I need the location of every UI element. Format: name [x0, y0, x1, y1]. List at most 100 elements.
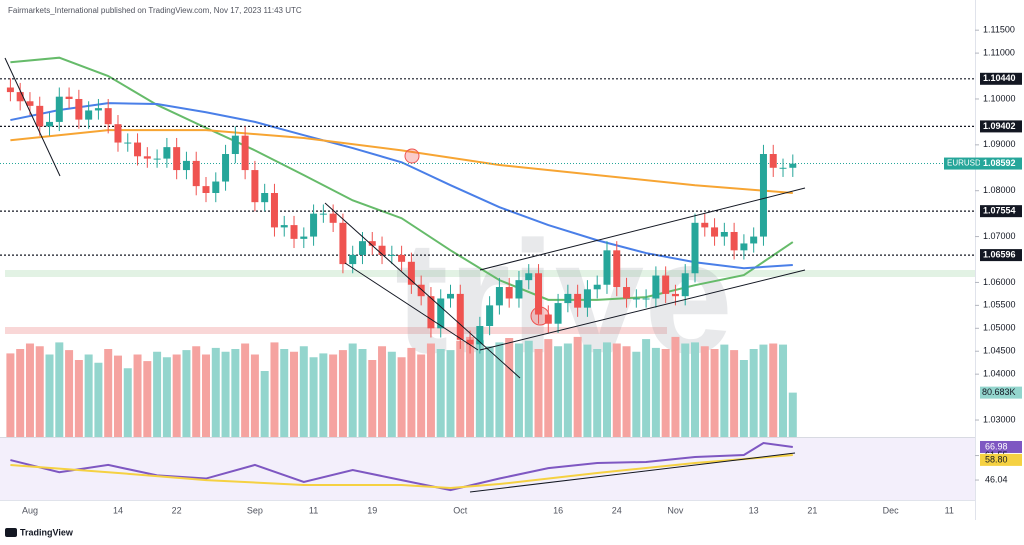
candle-body [583, 289, 591, 308]
candle-body [75, 98, 83, 120]
candle-body [6, 87, 14, 93]
y-tick-label: 1.06000 [983, 277, 1016, 287]
candle-body [319, 213, 327, 215]
drawings [4, 57, 806, 493]
trend-line [324, 202, 521, 379]
candle-body [495, 287, 503, 306]
volume-bar [387, 351, 396, 437]
volume-bar [524, 340, 533, 437]
candle-body [398, 254, 406, 262]
volume-bar [612, 343, 621, 437]
volume-bar [280, 349, 289, 437]
y-tick-label: 1.07000 [983, 231, 1016, 241]
candle-body [466, 339, 474, 345]
candle-body [270, 193, 278, 228]
candle-body [593, 284, 601, 290]
candle-body [310, 213, 318, 237]
y-tick-label: 1.05500 [983, 300, 1016, 310]
candle-body [681, 273, 689, 297]
y-tick-label: 1.08000 [983, 185, 1016, 195]
candle-body [85, 110, 93, 120]
candle-body [486, 305, 494, 327]
rsi-pane [0, 437, 975, 500]
y-tick-label: 1.10000 [983, 93, 1016, 103]
x-tick-label: 11 [309, 505, 318, 515]
candle-body [740, 243, 748, 251]
candle-body [26, 101, 34, 106]
x-tick-label: 11 [945, 505, 954, 515]
candle-body [329, 213, 337, 223]
last-price-box [980, 157, 1022, 170]
level-label: 1.09402 [983, 121, 1016, 131]
level-box [980, 120, 1022, 133]
volume-bar [671, 336, 680, 437]
volume-bar [573, 336, 582, 437]
volume-bar [485, 346, 494, 437]
volume-bar [309, 357, 318, 437]
logo: TradingView [5, 527, 74, 537]
candle-body [55, 96, 63, 122]
volume-bar [436, 349, 445, 437]
candle-body [535, 273, 543, 315]
candle-body [36, 105, 44, 127]
volume-bar [221, 351, 230, 437]
x-tick-label: Aug [22, 505, 38, 515]
volume-bar [602, 342, 611, 437]
candle-body [16, 92, 24, 102]
trend-line [479, 187, 806, 271]
time-axis-border [0, 500, 975, 501]
candle-body [417, 284, 425, 297]
candle-body [300, 236, 308, 239]
rsi-box [980, 440, 1022, 453]
volume-bar [730, 350, 739, 437]
volume-bar [456, 340, 465, 437]
volume-bar [544, 339, 553, 437]
candle-body [358, 241, 366, 255]
candle-body [222, 154, 230, 182]
candle-body [388, 254, 396, 256]
volume-bar [182, 350, 191, 437]
candle-body [750, 236, 758, 244]
marker-circle [530, 306, 550, 326]
candle-body [290, 225, 298, 239]
candle-body [525, 273, 533, 281]
rsi-label: 66.98 [985, 441, 1008, 451]
volume-bar [211, 347, 220, 437]
candle-body [378, 245, 386, 255]
volume-bar [329, 354, 338, 437]
candle-body [564, 293, 572, 304]
candle-body [759, 154, 767, 237]
level-label: 1.06596 [983, 249, 1016, 259]
y-tick-label: 1.04500 [983, 346, 1016, 356]
volume-bar [700, 346, 709, 437]
candle-body [143, 156, 151, 159]
price-axis-border [975, 0, 976, 520]
candle-body [212, 181, 220, 193]
volume-bar [104, 349, 113, 437]
candle-body [231, 135, 239, 155]
candle-body [730, 231, 738, 251]
candle-body [46, 121, 54, 127]
volume-bar [681, 343, 690, 437]
volume-bar [143, 361, 152, 437]
y-tick-label: 1.11500 [983, 25, 1015, 35]
x-tick-label: 21 [807, 505, 817, 515]
candle-body [769, 154, 777, 168]
volume-bar [202, 354, 210, 437]
candle-body [241, 135, 249, 171]
candle-body [720, 231, 728, 237]
volume-bar [338, 350, 347, 437]
candle-body [574, 293, 582, 308]
candle-body [476, 326, 484, 345]
volume-bar [6, 353, 15, 437]
volume-bar [749, 349, 758, 437]
volume-bar [16, 349, 25, 437]
volume-bar [534, 349, 543, 437]
x-tick-label: 22 [172, 505, 182, 515]
volume-bar [123, 368, 132, 437]
x-tick-label: 14 [113, 505, 123, 515]
volume-bar [691, 342, 699, 437]
plot: 1.11500 1.11000 1.10000 1.09000 1.08000 1.070… [0, 25, 1016, 515]
candle-body [554, 303, 562, 324]
volume-bar [779, 344, 788, 437]
